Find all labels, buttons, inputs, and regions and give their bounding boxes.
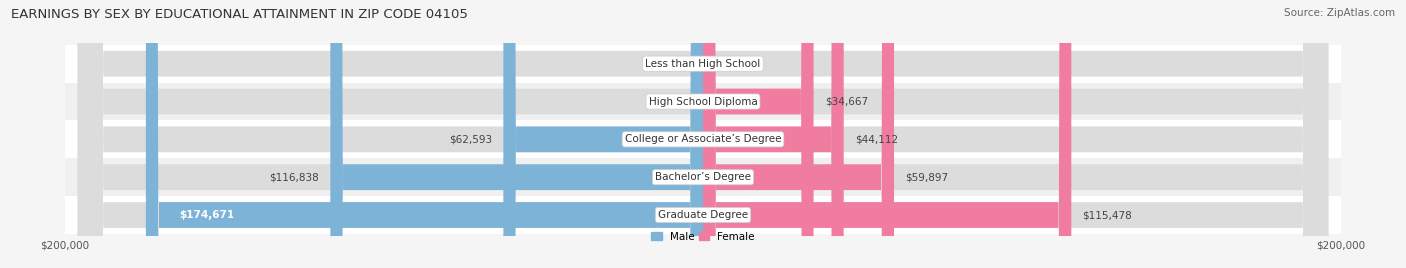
FancyBboxPatch shape	[77, 0, 1329, 268]
FancyBboxPatch shape	[146, 0, 703, 268]
FancyBboxPatch shape	[703, 0, 844, 268]
Text: High School Diploma: High School Diploma	[648, 96, 758, 106]
Text: $0: $0	[668, 96, 681, 106]
Bar	[65, 158, 1341, 196]
FancyBboxPatch shape	[330, 0, 703, 268]
Text: Bachelor’s Degree: Bachelor’s Degree	[655, 172, 751, 182]
Text: $44,112: $44,112	[855, 134, 898, 144]
Text: EARNINGS BY SEX BY EDUCATIONAL ATTAINMENT IN ZIP CODE 04105: EARNINGS BY SEX BY EDUCATIONAL ATTAINMEN…	[11, 8, 468, 21]
FancyBboxPatch shape	[77, 0, 1329, 268]
FancyBboxPatch shape	[703, 0, 1071, 268]
Text: $115,478: $115,478	[1083, 210, 1132, 220]
Bar	[65, 196, 1341, 234]
Bar	[65, 45, 1341, 83]
FancyBboxPatch shape	[77, 0, 1329, 268]
FancyBboxPatch shape	[77, 0, 1329, 268]
Text: Less than High School: Less than High School	[645, 59, 761, 69]
Text: $0: $0	[668, 59, 681, 69]
FancyBboxPatch shape	[503, 0, 703, 268]
Text: Graduate Degree: Graduate Degree	[658, 210, 748, 220]
Text: $62,593: $62,593	[449, 134, 492, 144]
Text: $116,838: $116,838	[270, 172, 319, 182]
Text: $0: $0	[725, 59, 738, 69]
FancyBboxPatch shape	[703, 0, 814, 268]
Bar	[65, 120, 1341, 158]
Text: College or Associate’s Degree: College or Associate’s Degree	[624, 134, 782, 144]
Text: $174,671: $174,671	[180, 210, 235, 220]
FancyBboxPatch shape	[703, 0, 894, 268]
Text: $59,897: $59,897	[905, 172, 948, 182]
Legend: Male, Female: Male, Female	[647, 228, 759, 246]
FancyBboxPatch shape	[77, 0, 1329, 268]
Text: $34,667: $34,667	[825, 96, 868, 106]
Text: Source: ZipAtlas.com: Source: ZipAtlas.com	[1284, 8, 1395, 18]
Bar	[65, 83, 1341, 120]
